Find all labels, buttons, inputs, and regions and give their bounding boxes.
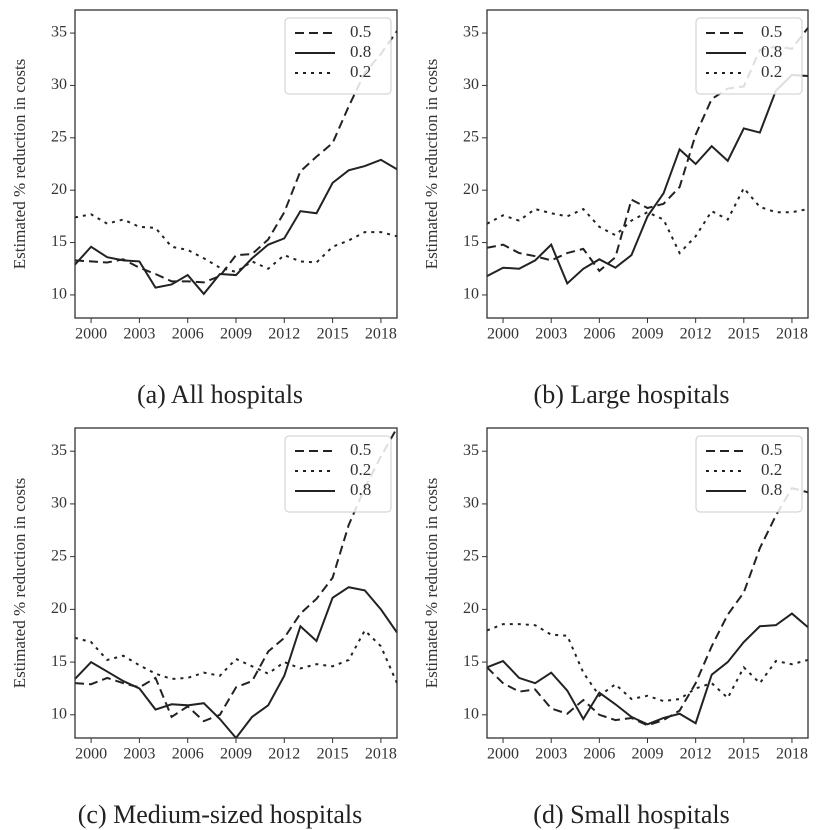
x-tick-label: 2003 [535, 746, 567, 763]
x-tick-label: 2006 [172, 326, 204, 343]
axes-frame [74, 427, 398, 739]
x-tick-label: 2018 [365, 746, 397, 763]
x-tick-label: 2000 [75, 326, 107, 343]
data-line [487, 612, 808, 726]
data-line [487, 186, 808, 255]
y-tick-label: 25 [463, 128, 479, 145]
data-line [75, 628, 397, 684]
legend-label: 0.5 [350, 440, 371, 459]
x-tick-label: 2006 [583, 746, 615, 763]
caption: (c) Medium-sized hospitals [78, 800, 363, 829]
y-tick-label: 20 [51, 600, 67, 617]
data-line [487, 486, 808, 727]
x-tick-label: 2015 [728, 326, 760, 343]
caption: (b) Large hospitals [534, 380, 730, 409]
legend-label: 0.8 [761, 42, 782, 61]
y-tick-label: 35 [51, 24, 67, 41]
y-axis-label: Estimated % reduction in costs [10, 59, 29, 270]
legend-label: 0.8 [350, 480, 371, 499]
data-line [487, 73, 808, 286]
y-tick-label: 30 [51, 495, 67, 512]
axes-frame [486, 427, 809, 739]
y-tick-label: 10 [463, 705, 479, 722]
data-line [75, 213, 397, 273]
y-tick-label: 10 [51, 286, 67, 303]
y-tick-label: 35 [463, 442, 479, 459]
legend-label: 0.5 [350, 22, 371, 41]
caption: (a) All hospitals [137, 380, 303, 409]
x-tick-label: 2015 [317, 746, 349, 763]
y-tick-label: 20 [463, 181, 479, 198]
data-line [75, 586, 397, 738]
y-tick-label: 20 [463, 600, 479, 617]
x-tick-label: 2012 [680, 746, 712, 763]
x-tick-label: 2012 [268, 746, 300, 763]
axes-frame [74, 9, 398, 319]
x-tick-label: 2003 [123, 326, 155, 343]
legend-label: 0.5 [761, 440, 782, 459]
data-line [75, 158, 397, 296]
x-tick-label: 2009 [632, 746, 664, 763]
x-tick-label: 2000 [487, 746, 519, 763]
y-tick-label: 15 [463, 233, 479, 250]
legend-label: 0.5 [761, 22, 782, 41]
x-tick-label: 2015 [317, 326, 349, 343]
y-tick-label: 30 [463, 76, 479, 93]
y-tick-label: 25 [51, 547, 67, 564]
x-tick-label: 2000 [487, 326, 519, 343]
y-tick-label: 30 [51, 76, 67, 93]
y-tick-label: 10 [463, 286, 479, 303]
y-tick-label: 10 [51, 705, 67, 722]
caption: (d) Small hospitals [533, 800, 729, 829]
x-tick-label: 2018 [776, 326, 808, 343]
x-tick-label: 2018 [365, 326, 397, 343]
x-tick-label: 2015 [728, 746, 760, 763]
x-tick-label: 2006 [583, 326, 615, 343]
y-tick-label: 15 [51, 233, 67, 250]
legend-label: 0.2 [761, 460, 782, 479]
legend-box [284, 17, 392, 95]
legend-box [695, 17, 803, 95]
x-tick-label: 2003 [535, 326, 567, 343]
legend-label: 0.2 [350, 460, 371, 479]
x-tick-label: 2003 [123, 746, 155, 763]
y-axis-label: Estimated % reduction in costs [10, 478, 29, 689]
y-axis-label: Estimated % reduction in costs [422, 59, 441, 270]
y-tick-label: 15 [51, 653, 67, 670]
axes-frame [486, 9, 809, 319]
legend-box [695, 435, 803, 513]
x-tick-label: 2012 [268, 326, 300, 343]
y-tick-label: 20 [51, 181, 67, 198]
x-tick-label: 2000 [75, 746, 107, 763]
x-tick-label: 2009 [632, 326, 664, 343]
legend-box [284, 435, 392, 513]
y-tick-label: 30 [463, 495, 479, 512]
y-tick-label: 35 [51, 442, 67, 459]
y-tick-label: 35 [463, 24, 479, 41]
x-tick-label: 2006 [172, 746, 204, 763]
legend-label: 0.2 [761, 62, 782, 81]
data-line [487, 623, 808, 703]
legend-label: 0.8 [761, 480, 782, 499]
legend-label: 0.2 [350, 62, 371, 81]
x-tick-label: 2009 [220, 326, 252, 343]
data-line [75, 428, 397, 723]
y-axis-label: Estimated % reduction in costs [422, 478, 441, 689]
x-tick-label: 2012 [680, 326, 712, 343]
x-tick-label: 2018 [776, 746, 808, 763]
y-tick-label: 25 [51, 128, 67, 145]
legend-label: 0.8 [350, 42, 371, 61]
x-tick-label: 2009 [220, 746, 252, 763]
y-tick-label: 25 [463, 547, 479, 564]
y-tick-label: 15 [463, 653, 479, 670]
